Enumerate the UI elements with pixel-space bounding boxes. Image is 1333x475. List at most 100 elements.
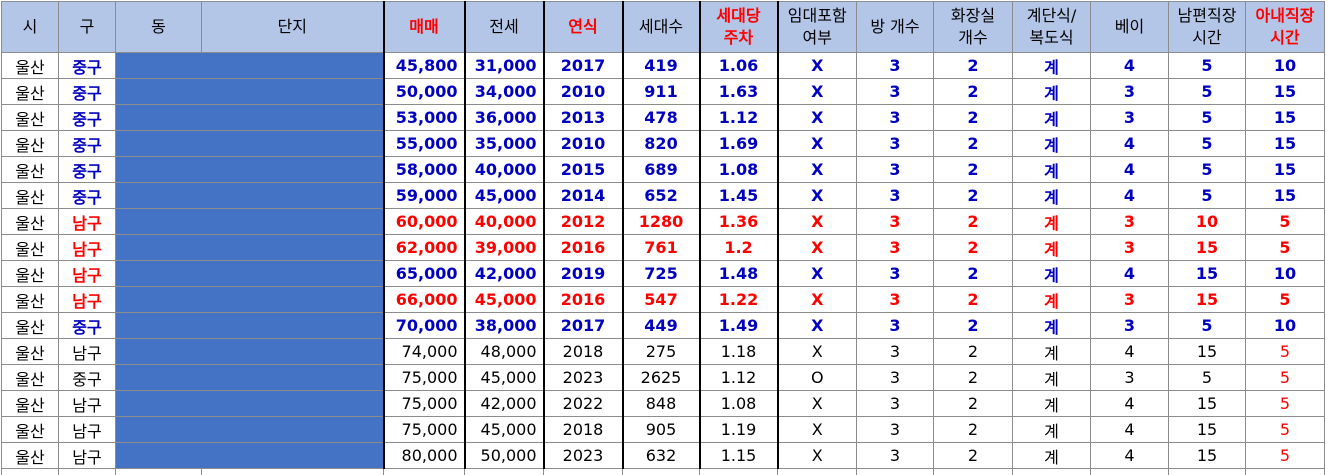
cell-jeonse[interactable]: 45,000 [465,183,544,209]
cell-dong-masked[interactable] [116,79,202,105]
cell-jeonse[interactable]: 45,000 [465,365,544,391]
cell-husband-commute[interactable]: 15 [1169,417,1246,443]
cell-dong-masked[interactable] [116,235,202,261]
cell-rooms[interactable]: 3 [857,313,934,339]
col-header-type[interactable]: 계단식/복도식 [1013,2,1091,53]
cell-wife-commute[interactable]: 5 [1246,417,1325,443]
cell-year[interactable]: 2017 [544,313,623,339]
cell-husband-commute[interactable]: 15 [1169,287,1246,313]
cell-husband-commute[interactable]: 5 [1169,131,1246,157]
cell-type[interactable]: 계 [1013,79,1091,105]
cell-parking[interactable]: 1.08 [700,157,778,183]
cell-rooms[interactable]: 3 [857,287,934,313]
cell-gu[interactable]: 중구 [59,79,116,105]
cell-husband-commute[interactable]: 5 [1169,365,1246,391]
cell-bay[interactable]: 4 [1091,443,1169,469]
cell-city[interactable]: 울산 [2,79,59,105]
cell-jeonse[interactable]: 36,000 [465,105,544,131]
cell-parking[interactable]: 1.22 [700,287,778,313]
cell-city[interactable]: 울산 [2,417,59,443]
cell-type[interactable]: 계 [1013,339,1091,365]
cell-city[interactable]: 울산 [2,391,59,417]
cell-baths[interactable]: 2 [934,339,1013,365]
cell-sale[interactable]: 55,000 [384,131,465,157]
cell-city[interactable]: 울산 [2,313,59,339]
cell-husband-commute[interactable]: 5 [1169,313,1246,339]
cell-husband-commute[interactable]: 15 [1169,235,1246,261]
cell-rental[interactable]: X [778,287,857,313]
cell-bay[interactable]: 3 [1091,105,1169,131]
cell-sale[interactable]: 70,000 [384,313,465,339]
empty-cell[interactable] [544,469,623,475]
cell-rooms[interactable]: 3 [857,209,934,235]
cell-bay[interactable]: 3 [1091,287,1169,313]
cell-parking[interactable]: 1.08 [700,391,778,417]
cell-units[interactable]: 761 [623,235,700,261]
cell-gu[interactable]: 중구 [59,131,116,157]
cell-husband-commute[interactable]: 15 [1169,339,1246,365]
empty-cell[interactable] [1169,469,1246,475]
cell-jeonse[interactable]: 40,000 [465,157,544,183]
cell-sale[interactable]: 80,000 [384,443,465,469]
cell-jeonse[interactable]: 50,000 [465,443,544,469]
cell-baths[interactable]: 2 [934,313,1013,339]
cell-dong-masked[interactable] [116,391,202,417]
cell-complex-masked[interactable] [202,365,384,391]
cell-baths[interactable]: 2 [934,183,1013,209]
cell-husband-commute[interactable]: 5 [1169,53,1246,79]
cell-type[interactable]: 계 [1013,443,1091,469]
cell-wife-commute[interactable]: 5 [1246,209,1325,235]
cell-rental[interactable]: X [778,235,857,261]
cell-rental[interactable]: X [778,183,857,209]
cell-units[interactable]: 632 [623,443,700,469]
cell-sale[interactable]: 75,000 [384,365,465,391]
cell-wife-commute[interactable]: 5 [1246,391,1325,417]
cell-jeonse[interactable]: 48,000 [465,339,544,365]
cell-baths[interactable]: 2 [934,391,1013,417]
cell-parking[interactable]: 1.2 [700,235,778,261]
cell-gu[interactable]: 남구 [59,339,116,365]
cell-year[interactable]: 2019 [544,261,623,287]
cell-city[interactable]: 울산 [2,235,59,261]
empty-cell[interactable] [623,469,700,475]
cell-type[interactable]: 계 [1013,417,1091,443]
cell-city[interactable]: 울산 [2,443,59,469]
cell-year[interactable]: 2013 [544,105,623,131]
cell-sale[interactable]: 75,000 [384,391,465,417]
col-header-complex[interactable]: 단지 [202,2,384,53]
cell-wife-commute[interactable]: 15 [1246,79,1325,105]
cell-year[interactable]: 2017 [544,53,623,79]
cell-parking[interactable]: 1.18 [700,339,778,365]
cell-sale[interactable]: 59,000 [384,183,465,209]
cell-baths[interactable]: 2 [934,417,1013,443]
cell-year[interactable]: 2018 [544,339,623,365]
cell-rooms[interactable]: 3 [857,235,934,261]
empty-cell[interactable] [202,469,384,475]
cell-baths[interactable]: 2 [934,365,1013,391]
cell-rooms[interactable]: 3 [857,417,934,443]
cell-complex-masked[interactable] [202,287,384,313]
cell-complex-masked[interactable] [202,53,384,79]
cell-year[interactable]: 2018 [544,417,623,443]
cell-sale[interactable]: 62,000 [384,235,465,261]
cell-baths[interactable]: 2 [934,261,1013,287]
cell-year[interactable]: 2022 [544,391,623,417]
cell-rental[interactable]: O [778,365,857,391]
cell-year[interactable]: 2016 [544,235,623,261]
cell-type[interactable]: 계 [1013,131,1091,157]
cell-city[interactable]: 울산 [2,131,59,157]
cell-sale[interactable]: 75,000 [384,417,465,443]
cell-bay[interactable]: 3 [1091,235,1169,261]
cell-year[interactable]: 2023 [544,365,623,391]
cell-gu[interactable]: 중구 [59,313,116,339]
cell-bay[interactable]: 3 [1091,365,1169,391]
cell-rental[interactable]: X [778,339,857,365]
cell-baths[interactable]: 2 [934,287,1013,313]
cell-gu[interactable]: 중구 [59,365,116,391]
cell-wife-commute[interactable]: 10 [1246,261,1325,287]
cell-baths[interactable]: 2 [934,79,1013,105]
cell-parking[interactable]: 1.06 [700,53,778,79]
cell-dong-masked[interactable] [116,365,202,391]
